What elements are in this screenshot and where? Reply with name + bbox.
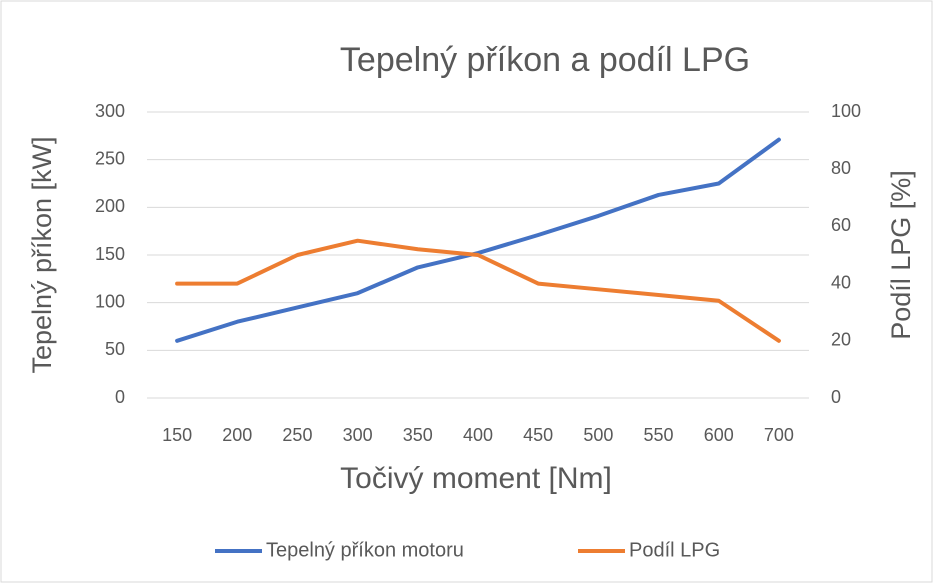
x-tick-label: 400 — [463, 425, 493, 445]
y2-tick-label: 40 — [831, 272, 851, 292]
x-tick-label: 500 — [583, 425, 613, 445]
y-tick-label: 100 — [95, 291, 125, 311]
x-tick-label: 550 — [644, 425, 674, 445]
x-tick-label: 700 — [764, 425, 794, 445]
x-tick-label: 450 — [523, 425, 553, 445]
x-tick-label: 350 — [403, 425, 433, 445]
y-tick-label: 150 — [95, 244, 125, 264]
y2-tick-label: 20 — [831, 330, 851, 350]
x-tick-label: 300 — [343, 425, 373, 445]
legend-label: Podíl LPG — [629, 539, 720, 561]
y-axis-title: Tepelný příkon [kW] — [27, 136, 57, 373]
y2-axis-title: Podíl LPG [%] — [886, 170, 916, 340]
y2-tick-label: 0 — [831, 387, 841, 407]
y-tick-label: 300 — [95, 101, 125, 121]
x-tick-label: 150 — [162, 425, 192, 445]
y-tick-label: 200 — [95, 196, 125, 216]
legend-label: Tepelný příkon motoru — [266, 539, 464, 561]
y2-tick-label: 100 — [831, 101, 861, 121]
x-tick-label: 250 — [282, 425, 312, 445]
x-axis-title: Točivý moment [Nm] — [340, 462, 612, 495]
y2-tick-label: 60 — [831, 215, 851, 235]
x-tick-label: 200 — [222, 425, 252, 445]
x-tick-label: 600 — [704, 425, 734, 445]
y-tick-label: 0 — [115, 387, 125, 407]
y2-tick-label: 80 — [831, 158, 851, 178]
chart-title: Tepelný příkon a podíl LPG — [340, 41, 750, 79]
y-tick-label: 50 — [105, 339, 125, 359]
series-line — [175, 238, 781, 343]
y-tick-label: 250 — [95, 148, 125, 168]
